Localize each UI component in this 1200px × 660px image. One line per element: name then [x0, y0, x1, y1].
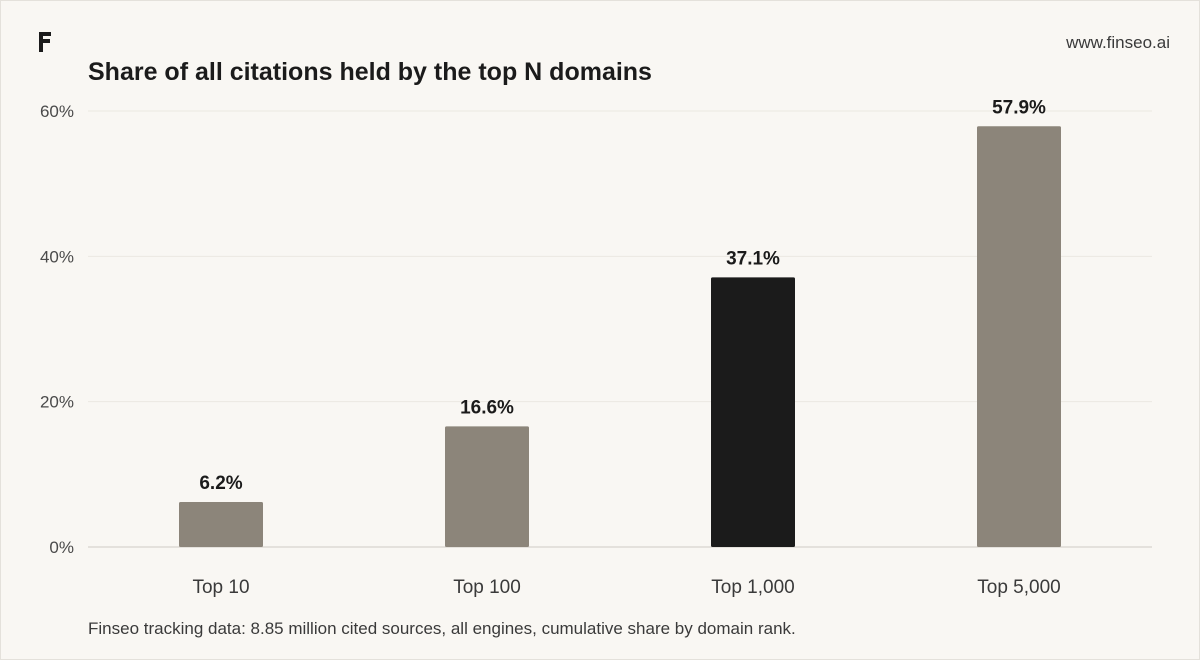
finseo-logo-icon	[39, 32, 51, 52]
bar	[711, 277, 795, 547]
bar-value-label: 57.9%	[992, 97, 1046, 118]
y-tick-label: 0%	[49, 538, 74, 557]
bar	[445, 426, 529, 547]
chart-title: Share of all citations held by the top N…	[88, 58, 652, 86]
bar-value-label: 37.1%	[726, 248, 780, 269]
bar	[179, 501, 263, 547]
y-tick-label: 20%	[40, 393, 74, 412]
site-url: www.finseo.ai	[1066, 33, 1170, 52]
bar	[977, 126, 1061, 547]
x-tick-label: Top 5,000	[977, 577, 1060, 598]
y-tick-label: 40%	[40, 247, 74, 266]
x-tick-label: Top 10	[192, 577, 249, 598]
x-tick-label: Top 1,000	[711, 577, 794, 598]
bar-value-label: 16.6%	[460, 397, 514, 418]
x-tick-label: Top 100	[453, 577, 521, 598]
bar-value-label: 6.2%	[199, 473, 242, 494]
footnote: Finseo tracking data: 8.85 million cited…	[88, 619, 796, 638]
y-tick-label: 60%	[40, 102, 74, 121]
